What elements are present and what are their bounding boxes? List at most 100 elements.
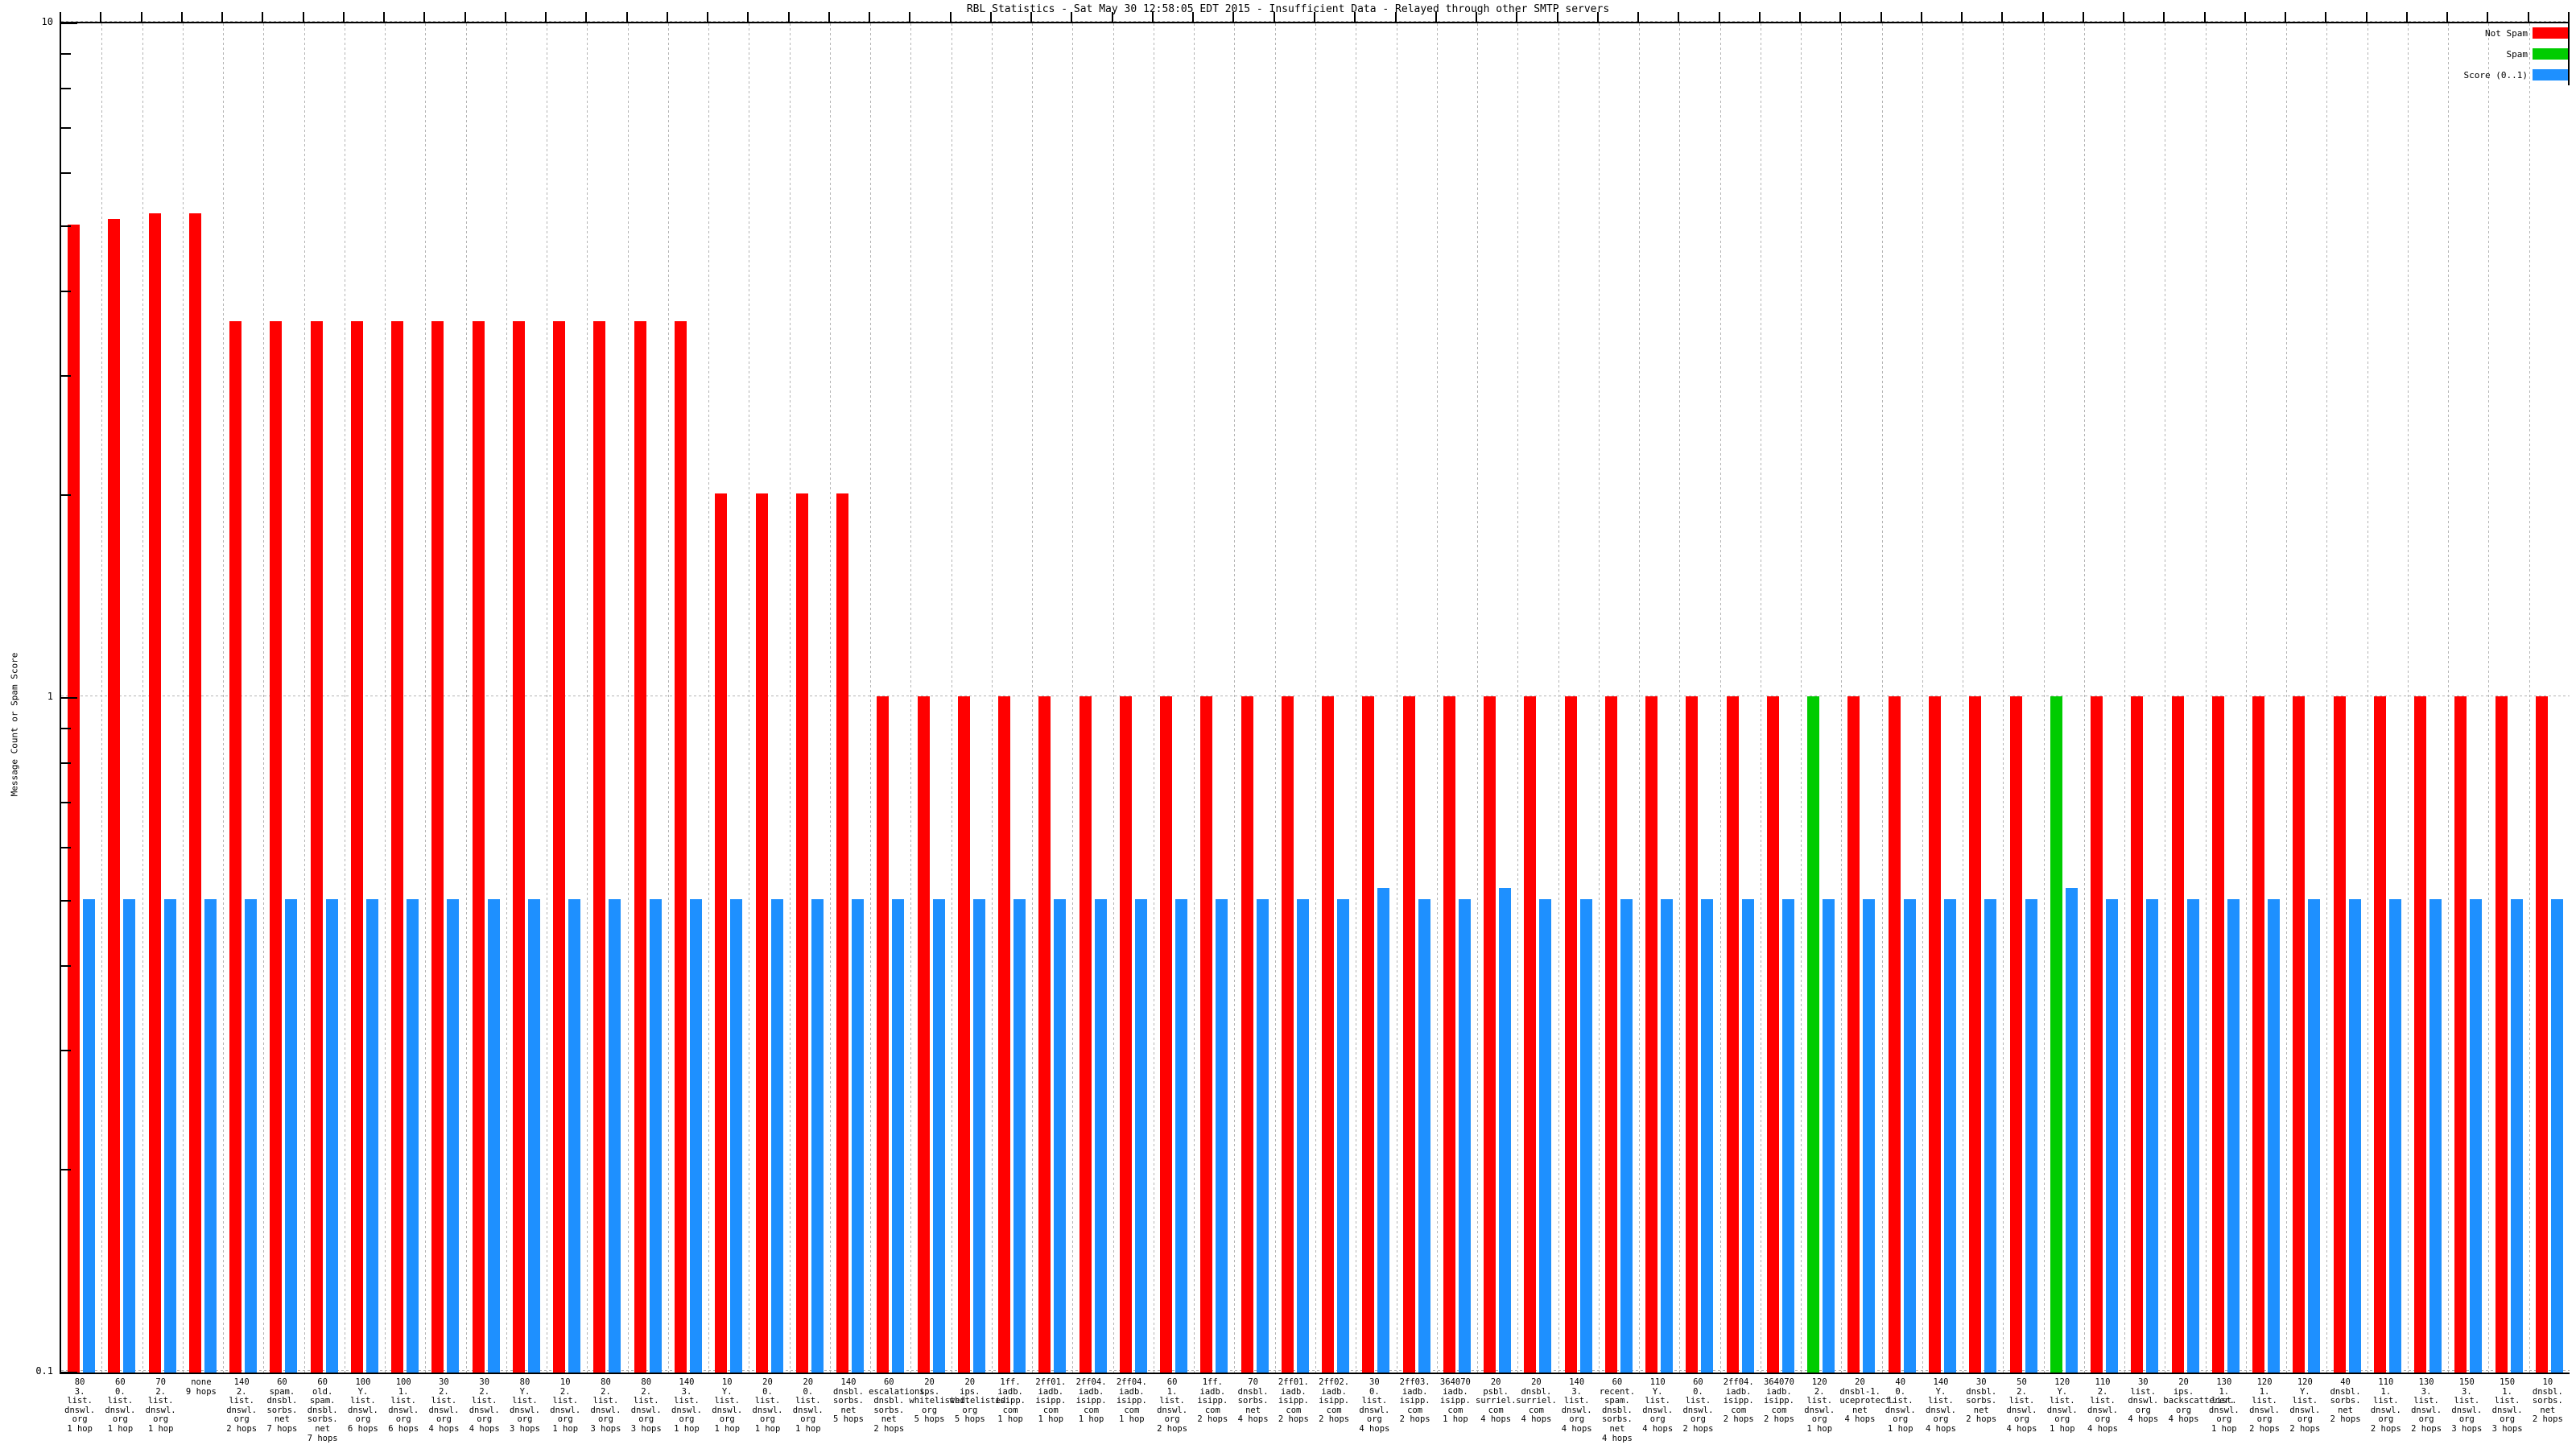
x-top-tick — [2123, 12, 2124, 23]
x-top-tick — [545, 12, 547, 23]
bar-spam-score — [1216, 899, 1228, 1373]
x-top-tick — [1476, 12, 1477, 23]
y-tick-minor — [60, 846, 71, 848]
x-top-tick — [2446, 12, 2448, 23]
bar-spam-score — [568, 899, 581, 1373]
x-top-tick — [1232, 12, 1234, 23]
v-gridline — [2448, 23, 2449, 1373]
x-top-tick — [1435, 12, 1437, 23]
x-axis-labels: 80 3. list. dnswl. org 1 hop 60 0. list. … — [60, 1377, 2570, 1449]
x-axis-label: 150 3. list. dnswl. org 3 hops — [2451, 1377, 2483, 1434]
v-gridline — [1275, 23, 1276, 1373]
x-top-tick — [221, 12, 223, 23]
x-top-tick — [1880, 12, 1882, 23]
v-gridline — [587, 23, 588, 1373]
bar-spam-score — [2348, 899, 2361, 1373]
bar-spam-score — [1377, 888, 1390, 1373]
y-tick-minor — [60, 1168, 71, 1170]
x-top-tick — [2528, 12, 2529, 23]
legend-swatch — [2533, 27, 2568, 39]
x-axis-label: 60 0. list. dnswl. org 1 hop — [105, 1377, 136, 1434]
legend-label: Not Spam — [2485, 27, 2528, 39]
bar-spam-score — [2308, 899, 2321, 1373]
x-axis-label: 30 0. list. dnswl. org 4 hops — [1359, 1377, 1390, 1434]
x-top-tick — [1719, 12, 1720, 23]
bar-spam-score — [1539, 899, 1552, 1373]
bar-spam-score — [2429, 899, 2442, 1373]
bar-notspam-count — [715, 493, 728, 1373]
y-tick-minor — [60, 53, 71, 56]
bar-spam-score — [972, 899, 985, 1373]
bar-spam-score — [2470, 899, 2483, 1373]
bar-notspam-count — [2211, 696, 2224, 1373]
bar-notspam-count — [2009, 696, 2022, 1373]
v-gridline — [385, 23, 386, 1373]
v-gridline — [2529, 23, 2530, 1373]
chart-legend: Not Spam Spam Score (0..1) — [2412, 23, 2570, 85]
plot-area — [60, 21, 2570, 1374]
bar-notspam-count — [1362, 696, 1375, 1373]
bar-spam-score — [1781, 899, 1794, 1373]
v-gridline — [2286, 23, 2287, 1373]
bar-notspam-count — [1604, 696, 1617, 1373]
x-axis-label: 60 1. list. dnswl. org 2 hops — [1157, 1377, 1188, 1434]
bar-notspam-count — [1969, 696, 1982, 1373]
v-gridline — [1679, 23, 1680, 1373]
bar-notspam-count — [755, 493, 768, 1373]
x-axis-label: 1ff. iadb. isipp. com 2 hops — [1197, 1377, 1228, 1425]
bar-notspam-count — [1726, 696, 1739, 1373]
v-gridline — [2003, 23, 2004, 1373]
bar-spam-score — [1296, 899, 1309, 1373]
bar-notspam-count — [2373, 696, 2386, 1373]
x-axis-label: 40 0. list. dnswl. org 1 hop — [1885, 1377, 1916, 1434]
bar-notspam-count — [229, 320, 242, 1373]
bar-spam-score — [892, 899, 905, 1373]
x-axis-label: 60 0. list. dnswl. org 2 hops — [1682, 1377, 1714, 1434]
v-gridline — [2246, 23, 2247, 1373]
bar-spam-score — [2388, 899, 2401, 1373]
legend-item: Not Spam — [2412, 23, 2568, 43]
x-top-tick — [667, 12, 668, 23]
x-axis-label: 20 dnsbl-1. uceprotect. net 4 hops — [1839, 1377, 1896, 1425]
x-top-tick — [1395, 12, 1397, 23]
chart-title: RBL Statistics - Sat May 30 12:58:05 EDT… — [966, 3, 1610, 15]
x-axis-label: 80 2. list. dnswl. org 3 hops — [590, 1377, 621, 1434]
v-gridline — [425, 23, 426, 1373]
bar-spam-score — [1094, 899, 1107, 1373]
bar-notspam-count — [1119, 696, 1132, 1373]
legend-swatch — [2533, 48, 2568, 60]
bar-notspam-count — [553, 320, 566, 1373]
bar-spam-score — [1499, 888, 1512, 1373]
bar-spam-score — [2106, 899, 2119, 1373]
bar-notspam-count — [391, 320, 404, 1373]
bar-notspam-count — [108, 219, 121, 1373]
x-axis-label: 20 0. list. dnswl. org 1 hop — [752, 1377, 783, 1434]
bar-notspam-count — [1524, 696, 1537, 1373]
x-top-tick — [423, 12, 425, 23]
bar-spam-score — [527, 899, 540, 1373]
grid-layer — [61, 21, 2570, 1373]
bar-spam-score — [2227, 899, 2240, 1373]
bar-notspam-count — [2414, 696, 2427, 1373]
bar-spam-score — [1054, 899, 1067, 1373]
bar-spam-score — [1903, 899, 1916, 1373]
x-axis-label: 20 ips. whitelisted. org 5 hops — [949, 1377, 1011, 1425]
v-gridline — [142, 23, 143, 1373]
x-axis-label: 10 Y. list. dnswl. org 1 hop — [712, 1377, 743, 1434]
v-gridline — [1841, 23, 1842, 1373]
x-top-tick — [1274, 12, 1275, 23]
x-axis-label: 70 2. list. dnswl. org 1 hop — [145, 1377, 176, 1434]
x-axis-label: 120 Y. list. dnswl. org 1 hop — [2046, 1377, 2078, 1434]
y-tick-minor — [60, 728, 71, 730]
y-tick-minor — [60, 493, 71, 496]
x-top-tick — [828, 12, 830, 23]
bar-notspam-count — [188, 213, 201, 1373]
bar-spam-score — [1337, 899, 1350, 1373]
x-axis-label: 20 0. list. dnswl. org 1 hop — [792, 1377, 824, 1434]
y-tick-label: 1 — [47, 691, 53, 702]
x-top-tick — [2244, 12, 2246, 23]
x-axis-label: 364070 iadb. isipp. com 2 hops — [1763, 1377, 1794, 1425]
v-gridline — [506, 23, 507, 1373]
v-gridline — [304, 23, 305, 1373]
v-gridline — [1315, 23, 1316, 1373]
